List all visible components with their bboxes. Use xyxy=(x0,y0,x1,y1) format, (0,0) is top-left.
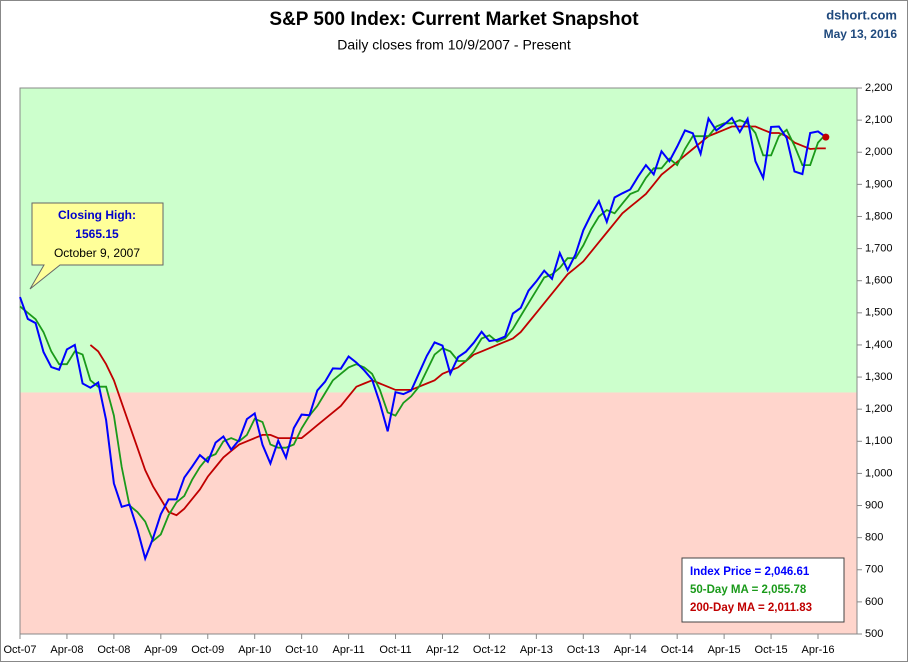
y-tick-label: 800 xyxy=(865,532,883,544)
y-tick-label: 1,900 xyxy=(865,178,893,190)
y-tick-label: 1,600 xyxy=(865,275,893,287)
x-tick-label: Apr-10 xyxy=(238,644,271,656)
x-tick-label: Apr-11 xyxy=(332,644,364,656)
series-line xyxy=(19,119,827,543)
x-tick-label: Apr-08 xyxy=(50,644,83,656)
readout-text: 200-Day MA = 2,011.83 xyxy=(690,602,812,614)
x-tick-label: Oct-08 xyxy=(97,644,130,656)
series-line xyxy=(19,115,827,562)
y-tick-label: 1,100 xyxy=(865,435,893,447)
x-tick-label: Apr-15 xyxy=(708,644,741,656)
date: May 13, 2016 xyxy=(824,27,898,41)
x-tick-label: Oct-15 xyxy=(755,644,788,656)
y-tick-label: 2,100 xyxy=(865,114,893,126)
y-tick-label: 2,200 xyxy=(865,82,893,94)
readout-box xyxy=(681,557,845,623)
callout-box xyxy=(29,202,164,290)
y-tick-label: 1,400 xyxy=(865,339,893,351)
y-tick-label: 1,800 xyxy=(865,210,893,222)
x-tick-label: Oct-13 xyxy=(567,644,600,656)
y-tick-label: 500 xyxy=(865,628,883,640)
source: dshort.com xyxy=(826,7,897,22)
callout-text: Closing High: xyxy=(58,208,136,222)
x-tick-label: Apr-12 xyxy=(426,644,459,656)
x-tick-label: Apr-14 xyxy=(614,644,647,656)
x-tick-label: Oct-11 xyxy=(379,644,411,656)
y-tick-label: 1,000 xyxy=(865,467,893,479)
last-point xyxy=(822,133,830,141)
x-tick-label: Apr-13 xyxy=(520,644,553,656)
plot-border xyxy=(19,87,858,635)
readout-text: 50-Day MA = 2,055.78 xyxy=(690,584,807,596)
chart-subtitle: Daily closes from 10/9/2007 - Present xyxy=(337,37,571,53)
y-tick-label: 1,300 xyxy=(865,371,893,383)
x-tick-label: Oct-09 xyxy=(191,644,224,656)
y-tick-label: 600 xyxy=(865,596,883,608)
chart-title: S&P 500 Index: Current Market Snapshot xyxy=(269,9,639,30)
y-tick-label: 900 xyxy=(865,499,883,511)
x-tick-label: Apr-09 xyxy=(144,644,177,656)
callout-text: October 9, 2007 xyxy=(54,246,140,260)
x-tick-label: Oct-14 xyxy=(661,644,694,656)
y-tick-label: 1,200 xyxy=(865,403,893,415)
x-tick-label: Apr-16 xyxy=(801,644,834,656)
x-tick-label: Oct-10 xyxy=(285,644,318,656)
x-tick-label: Oct-12 xyxy=(473,644,506,656)
y-tick-label: 700 xyxy=(865,564,883,576)
y-tick-label: 1,700 xyxy=(865,242,893,254)
y-tick-label: 1,500 xyxy=(865,307,893,319)
callout-text: 1565.15 xyxy=(75,227,119,241)
x-tick-label: Oct-07 xyxy=(3,644,36,656)
readout-text: Index Price = 2,046.61 xyxy=(690,566,810,578)
y-tick-label: 2,000 xyxy=(865,146,893,158)
